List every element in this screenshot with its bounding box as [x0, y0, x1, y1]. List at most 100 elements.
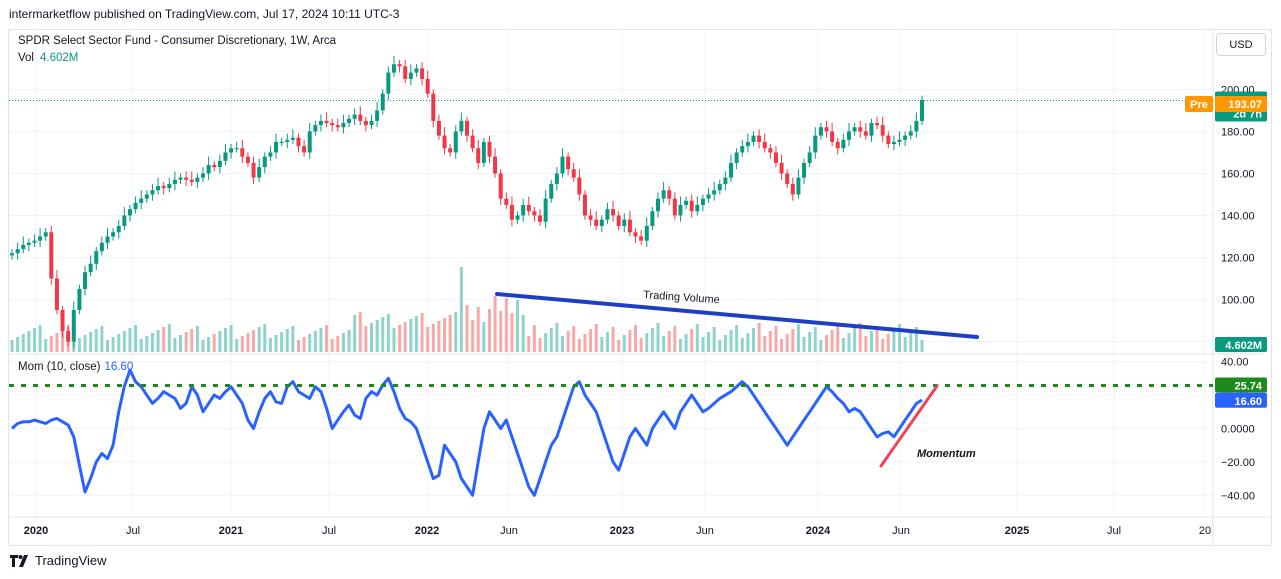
volume-bar — [167, 324, 171, 352]
volume-bar — [252, 330, 256, 352]
volume-bar — [341, 333, 345, 352]
candle-body — [920, 99, 924, 121]
candle-body — [212, 165, 217, 168]
candle-body — [403, 66, 408, 79]
candle-body — [571, 169, 576, 178]
volume-bar — [487, 309, 491, 352]
candle-body — [122, 215, 127, 226]
candle-body — [678, 204, 683, 216]
volume-bar — [465, 305, 469, 352]
candle-body — [156, 186, 161, 191]
momentum-value-tag: 16.60 — [1215, 392, 1267, 408]
candle-body — [582, 194, 587, 216]
candle-body — [470, 135, 475, 149]
volume-tag-bg — [1215, 337, 1267, 352]
candle-body — [105, 236, 110, 243]
volume-bar — [898, 324, 902, 352]
volume-bar — [729, 330, 733, 352]
publisher-line: intermarketflow published on TradingView… — [9, 7, 400, 21]
volume-bar — [443, 318, 447, 352]
candle-body — [442, 135, 447, 149]
volume-bar — [892, 329, 896, 352]
time-axis-tick: Jun — [892, 525, 910, 537]
candle-body — [622, 219, 627, 226]
candle-body — [38, 236, 43, 241]
volume-bar — [881, 339, 885, 352]
pre-label-bg — [1185, 95, 1213, 112]
volume-bar — [145, 336, 149, 352]
time-axis-tick: 2020 — [24, 525, 48, 537]
volume-bar — [819, 340, 823, 352]
volume-bar — [751, 328, 755, 352]
volume-bar — [746, 333, 750, 352]
volume-bar — [667, 331, 671, 352]
volume-bar — [583, 334, 587, 352]
candle-body — [757, 135, 762, 142]
candle-body — [408, 72, 413, 79]
candle-body — [897, 139, 902, 142]
price-axis-tick: 160.00 — [1221, 168, 1255, 180]
candle-body — [15, 249, 20, 254]
currency-button[interactable]: USD — [1216, 33, 1266, 56]
candle-body — [807, 152, 812, 163]
volume-bar — [594, 324, 598, 352]
volume-bar — [246, 333, 250, 352]
candle-body — [453, 131, 458, 153]
momentum-axis-tick: 0.0000 — [1221, 423, 1255, 435]
candle-body — [841, 139, 846, 149]
candle-body — [633, 232, 638, 237]
volume-bar — [263, 324, 267, 352]
volume-bar — [678, 339, 682, 352]
volume-bar — [875, 326, 879, 352]
candle-body — [144, 194, 149, 199]
volume-bar — [605, 332, 609, 352]
candle-body — [279, 141, 284, 143]
candle-body — [869, 123, 874, 136]
candle-body — [386, 72, 391, 94]
volume-legend-label: Vol — [18, 52, 34, 64]
candle-body — [835, 141, 840, 149]
candle-body — [391, 64, 396, 73]
volume-bar — [454, 312, 458, 352]
candle-body — [779, 162, 784, 174]
volume-bar — [695, 324, 699, 352]
candle-body — [661, 190, 666, 199]
volume-bar — [802, 337, 806, 352]
volume-bar — [375, 320, 379, 352]
volume-bar — [521, 315, 525, 352]
candle-body — [487, 141, 492, 157]
volume-bar — [718, 340, 722, 352]
candle-body — [914, 120, 919, 132]
candle-body — [538, 215, 543, 222]
volume-bar — [684, 334, 688, 352]
candle-body — [706, 194, 711, 199]
volume-bar — [240, 336, 244, 352]
chart-frame — [8, 29, 1272, 546]
volume-bar — [920, 340, 924, 352]
volume-bar — [780, 339, 784, 352]
volume-bar — [150, 333, 154, 352]
volume-bar — [617, 340, 621, 352]
candle-body — [650, 211, 655, 226]
candle-body — [611, 209, 616, 216]
volume-tag-text: 4.602M — [1225, 340, 1262, 352]
candle-body — [818, 127, 823, 136]
candle-body — [10, 253, 14, 256]
volume-bar — [291, 326, 295, 352]
volume-bar — [639, 338, 643, 352]
volume-bar — [841, 338, 845, 352]
candle-body — [655, 198, 660, 212]
candle-body — [858, 127, 863, 132]
volume-bar — [544, 333, 548, 352]
candle-body — [431, 93, 436, 121]
candle-body — [133, 202, 138, 210]
candle-body — [785, 173, 790, 184]
candle-body — [667, 190, 672, 199]
price-axis-tick: 140.00 — [1221, 210, 1255, 222]
volume-bar — [650, 328, 654, 352]
momentum-value-tag-bg — [1215, 392, 1267, 408]
volume-bar — [117, 334, 121, 352]
candle-body — [549, 183, 554, 199]
candle-body — [200, 173, 205, 178]
